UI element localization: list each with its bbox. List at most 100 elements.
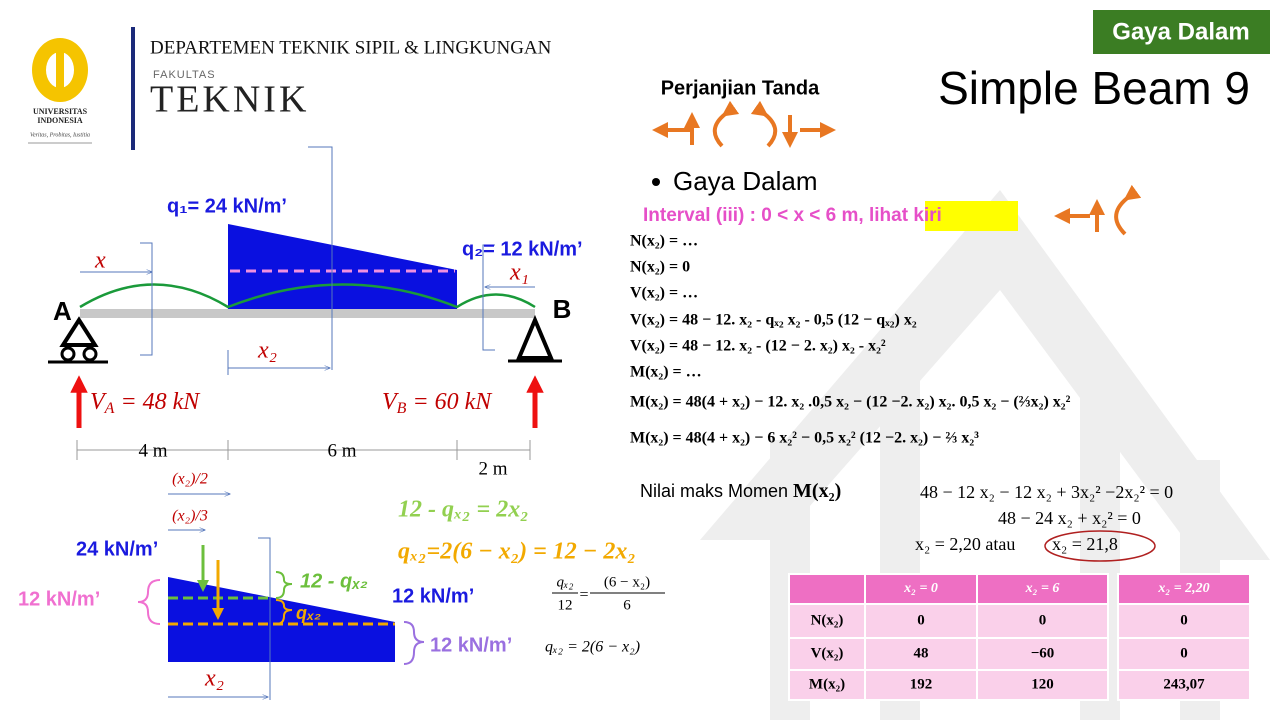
motto: Veritas, Probitas, Iustitia	[30, 132, 90, 138]
equation: M(x₂) = 48(4 + x₂) − 12. x₂ .0,5 x₂ − (1…	[630, 394, 1071, 411]
table-value: 0	[917, 612, 925, 628]
faculty: TEKNIK	[150, 79, 309, 121]
brace	[275, 599, 293, 625]
load-label: 12 kN/m’	[430, 634, 512, 656]
fraction: =	[579, 587, 588, 604]
detail-cut	[258, 537, 271, 700]
highlight-box	[925, 201, 1018, 231]
table-cell	[976, 603, 1109, 639]
sign-arrow	[712, 100, 740, 148]
roller	[82, 346, 98, 362]
table-corner	[788, 573, 866, 605]
table-value: −60	[1031, 645, 1055, 661]
interval: Interval (iii) : 0 < x < 6 m, lihat kiri	[643, 205, 942, 226]
sign-arrow	[750, 100, 778, 148]
logo-emblem-core	[56, 52, 64, 88]
max-moment-symbol: M(x₂)	[793, 480, 841, 502]
table-cell	[1117, 637, 1251, 671]
logo	[28, 38, 92, 144]
detail-label: (x₂)/3	[172, 508, 208, 525]
max-moment-text: Nilai maks Momen	[640, 481, 793, 501]
table-row-label: M(x₂)	[809, 676, 845, 692]
fraction: (6 − x₂)	[604, 574, 650, 590]
moment-equation: 48 − 12 x₂ − 12 x₂ + 3x₂² −2x₂² = 0	[920, 482, 1173, 502]
equation: V(x₂) = 48 − 12. x₂ - qₓ₂ x₂ - 0,5 (12 −…	[630, 312, 917, 329]
table-row-label: V(x₂)	[811, 645, 844, 661]
interval-highlight: lihat kiri	[869, 205, 942, 226]
brace	[137, 579, 161, 625]
reaction-symbol: V	[90, 389, 107, 415]
table-value: 120	[1031, 676, 1054, 692]
span-label: 4 m	[138, 440, 167, 461]
table-cell	[1117, 669, 1251, 701]
university: UNIVERSITAS	[33, 107, 88, 116]
table-row-label: N(x₂)	[811, 612, 844, 628]
sign-arrow	[1114, 184, 1142, 236]
load-label: q₂= 12 kN/m’	[462, 238, 583, 260]
support-b	[515, 314, 555, 360]
interval-text: Interval (iii) : 0 < x < 6 m,	[643, 205, 869, 226]
distributed-load	[228, 224, 457, 309]
load-label: 12 kN/m’	[392, 585, 474, 607]
reaction-value: = 48 kN	[114, 389, 201, 415]
badge: Gaya Dalam	[1112, 18, 1249, 45]
sign-convention-icons	[652, 100, 1142, 236]
detail-load	[168, 577, 395, 662]
load-label: 12 kN/m’	[18, 588, 100, 610]
cut-line	[308, 146, 333, 370]
dimension-label: x₂	[257, 338, 277, 364]
table-cell	[864, 669, 978, 701]
table-value: 243,07	[1163, 676, 1205, 692]
beam-diagram	[48, 146, 562, 460]
equation: N(x₂) = 0	[630, 259, 690, 276]
reaction-value: = 60 kN	[406, 389, 493, 415]
table-header-cell	[1117, 573, 1251, 605]
table-value: 0	[1180, 612, 1188, 628]
reaction-symbol: V	[382, 389, 399, 415]
span-label: 6 m	[327, 440, 356, 461]
badge-box	[1093, 10, 1270, 54]
support-a	[59, 316, 99, 347]
moment-equation: x₂ = 21,8	[1052, 534, 1118, 554]
derivation: 12 - qₓ₂ = 2x₂	[398, 497, 529, 523]
dimension-label: x₂	[204, 666, 224, 692]
load-label: qₓ₂	[296, 603, 321, 623]
brace	[403, 621, 425, 665]
beam	[80, 309, 535, 318]
dimension-label: x₁	[509, 260, 529, 286]
table-header: x₂ = 0	[903, 581, 938, 596]
bullet-text: Gaya Dalam	[673, 166, 818, 196]
derivation: qₓ₂ = 2(6 − x₂)	[545, 639, 640, 656]
moment-equation: x₂ = 2,20 atau	[915, 534, 1015, 554]
equation: V(x₂) = …	[630, 285, 698, 302]
department: DEPARTEMEN TEKNIK SIPIL & LINGKUNGAN	[150, 37, 552, 58]
equation: V(x₂) = 48 − 12. x₂ - (12 − 2. x₂) x₂ - …	[630, 338, 886, 355]
support-label: A	[53, 296, 72, 326]
support-label: B	[553, 294, 572, 324]
moment-equation: 48 − 24 x₂ + x₂² = 0	[998, 508, 1141, 528]
table-value: 0	[1039, 612, 1047, 628]
roller	[60, 346, 76, 362]
table-cell	[864, 603, 978, 639]
table-header: x₂ = 2,20	[1157, 581, 1209, 596]
faculty-label: FAKULTAS	[153, 69, 216, 81]
table-header: x₂ = 6	[1025, 581, 1060, 596]
reaction-subscript: A	[104, 400, 115, 417]
bullet-dot	[652, 178, 660, 186]
brace	[275, 571, 293, 599]
load-label: 12 - qₓ₂	[300, 570, 368, 592]
table-value: 192	[910, 676, 933, 692]
fraction: 6	[623, 597, 631, 613]
deflection-curve	[79, 283, 536, 309]
table-row-label-cell	[788, 637, 866, 671]
equation: N(x₂) = …	[630, 233, 698, 250]
reaction-label: VB = 60 kN	[382, 389, 493, 417]
cut-line	[140, 242, 153, 356]
max-moment-label: Nilai maks Momen M(x₂)	[640, 480, 841, 502]
derivation: qₓ₂=2(6 − x₂) = 12 − 2x₂	[398, 539, 636, 565]
table-value: 48	[914, 645, 929, 661]
load-label: q₁= 24 kN/m’	[167, 195, 287, 217]
equation: M(x₂) = 48(4 + x₂) − 6 x₂² − 0,5 x₂² (12…	[630, 430, 979, 447]
watermark-roof	[700, 190, 1270, 560]
